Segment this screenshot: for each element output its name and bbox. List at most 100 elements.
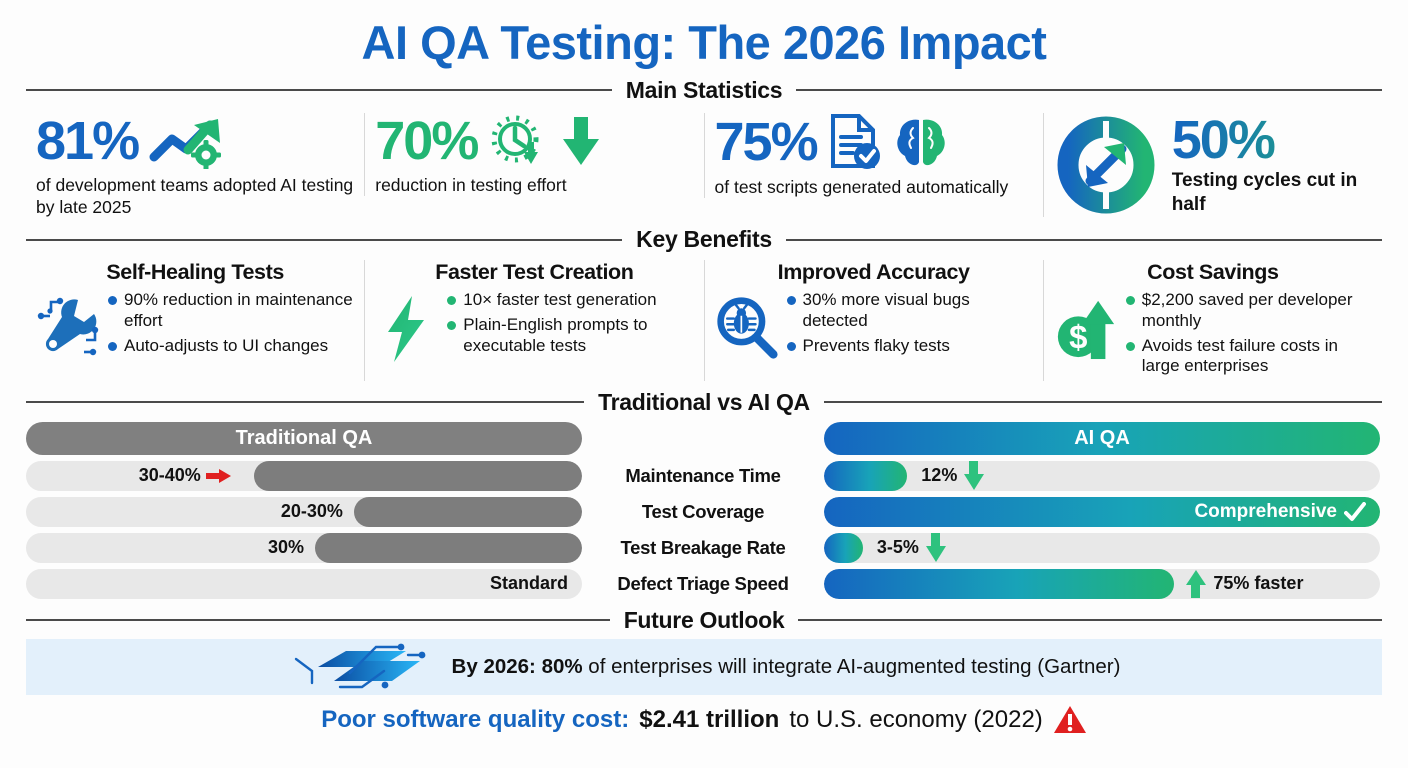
comparison-left-cell: 30% [26, 532, 582, 563]
comparison-left-cell: 20-30% [26, 496, 582, 527]
divider-line-left [26, 238, 623, 241]
benefit-item-text: 30% more visual bugs detected [802, 290, 970, 331]
comparison-left-cell: Standard [26, 568, 582, 599]
benefit-list: 10× faster test generation Plain-English… [447, 290, 693, 360]
section-header-main-statistics: Main Statistics [26, 76, 1383, 104]
traditional-bar-label: Standard [489, 573, 568, 594]
bug-magnifier-icon [715, 290, 779, 362]
up-arrow-icon [1081, 301, 1114, 360]
benefit-card-faster-creation: Faster Test Creation 10× faster test gen… [364, 260, 703, 381]
green-up-arrow-icon [1186, 569, 1207, 598]
stat-description: of test scripts generated automatically [714, 176, 1009, 197]
section-header-future-outlook: Future Outlook [26, 607, 1382, 634]
bullet-dot-icon [786, 341, 796, 351]
list-item: Plain-English prompts to executable test… [447, 315, 693, 356]
comparison-left-cell: 30-40% [26, 460, 582, 491]
outlook-rest-text: of enterprises will integrate AI-augment… [582, 654, 1121, 678]
list-item: Avoids test failure costs in large enter… [1125, 336, 1372, 377]
traditional-bar-label-group: Standard [490, 569, 568, 599]
traditional-bar-label: 30% [267, 537, 304, 558]
traditional-bar-label-group: 20-30% [281, 497, 343, 527]
chip-circuit-icon [288, 641, 438, 693]
ai-bar-label: 3-5% [876, 537, 919, 558]
benefit-list: $2,200 saved per developer monthly Avoid… [1125, 290, 1372, 380]
main-statistics-row: 81% [26, 112, 1382, 219]
traditional-bar-label-group: 30-40% [139, 461, 232, 491]
stat-card-cycle-time: 50% Testing cycles cut in half [1042, 112, 1382, 218]
divider-line-right [798, 619, 1382, 622]
traditional-qa-header: Traditional QA [26, 421, 582, 455]
stat-top: 50% Testing cycles cut in half [1054, 113, 1372, 218]
benefit-item-text: $2,200 saved per developer monthly [1141, 290, 1353, 331]
stat-description: of development teams adopted AI testing … [36, 174, 354, 218]
benefit-body: 10× faster test generation Plain-English… [375, 290, 693, 364]
list-item: $2,200 saved per developer monthly [1125, 290, 1372, 331]
benefit-title: Self-Healing Tests [106, 260, 284, 285]
clock-icon [487, 113, 549, 169]
green-down-arrow-icon [925, 532, 946, 562]
trending-up-icon [148, 113, 226, 169]
section-title: Traditional vs AI QA [598, 388, 810, 415]
list-item: Auto-adjusts to UI changes [108, 336, 354, 357]
bullet-dot-icon [108, 341, 117, 351]
benefit-list: 90% reduction in maintenance effort Auto… [108, 290, 354, 360]
list-item: 30% more visual bugs detected [786, 290, 1033, 331]
comparison-right-cell: 12% [824, 460, 1380, 491]
list-item: 90% reduction in maintenance effort [108, 290, 354, 331]
traditional-bar-label-group: 30% [268, 533, 304, 563]
bullet-dot-icon [447, 296, 457, 306]
table-row: Standard Defect Triage Speed 75% faster [26, 568, 1382, 599]
benefit-body: 90% reduction in maintenance effort Auto… [36, 290, 354, 360]
benefit-card-improved-accuracy: Improved Accuracy [703, 260, 1043, 381]
comparison-right-cell: 75% faster [824, 568, 1380, 599]
ai-bar-fill [824, 496, 1380, 527]
cost-tail-text: to U.S. economy (2022) [789, 705, 1043, 733]
cost-lead-text: Poor software quality cost: [321, 705, 630, 733]
traditional-bar-track: 30% [26, 532, 582, 563]
cost-statement: Poor software quality cost: $2.41 trilli… [26, 705, 1382, 735]
bullet-dot-icon [447, 321, 457, 331]
benefit-card-self-healing: Self-Healing Tests [26, 260, 364, 380]
dollar-growth-icon: $ [1054, 290, 1118, 362]
stat-description: reduction in testing effort [375, 174, 567, 195]
table-row: 30-40% Maintenance Time 12% [26, 460, 1382, 491]
ai-bar-label: 75% faster [1213, 573, 1304, 594]
ai-bar-label: 12% [921, 465, 958, 486]
section-header-comparison: Traditional vs AI QA [26, 388, 1383, 416]
document-check-icon [827, 113, 883, 171]
traditional-bar-label: 30-40% [138, 465, 201, 486]
cost-amount: $2.41 trillion [639, 705, 780, 733]
divider-line-right [823, 401, 1383, 404]
green-down-arrow-icon [964, 460, 985, 490]
donut-chart-icon [1054, 113, 1158, 217]
key-benefits-row: Self-Healing Tests [26, 260, 1382, 381]
ai-bar-label-group: 3-5% [876, 532, 947, 563]
stat-top: 70% [375, 113, 693, 169]
future-outlook-banner: By 2026: 80% of enterprises will integra… [26, 638, 1382, 695]
benefit-item-text: Auto-adjusts to UI changes [124, 335, 329, 355]
benefit-item-text: 90% reduction in maintenance effort [124, 290, 353, 331]
ai-bar-track: Comprehensive [824, 496, 1380, 527]
comparison-right-cell: 3-5% [824, 532, 1380, 563]
comparison-table: Traditional QA AI QA 30-40% [26, 421, 1382, 599]
traditional-bar-fill [315, 532, 582, 563]
list-item: Prevents flaky tests [786, 336, 1033, 357]
comparison-metric-label: Test Breakage Rate [620, 536, 786, 558]
divider-line-left [26, 401, 585, 404]
ai-bar-label-group: Comprehensive [1194, 497, 1366, 527]
divider-line-right [785, 238, 1383, 241]
section-title: Main Statistics [625, 76, 783, 103]
ai-bar-fill [824, 532, 863, 563]
stat-value: 50% [1172, 113, 1372, 167]
bullet-dot-icon [108, 296, 117, 306]
benefit-list: 30% more visual bugs detected Prevents f… [786, 290, 1033, 360]
stat-card-script-generation: 75% [703, 112, 1043, 199]
page-title: AI QA Testing: The 2026 Impact [361, 16, 1047, 69]
traditional-bar-label: 20-30% [280, 501, 343, 522]
ai-bar-track: 12% [824, 460, 1380, 491]
comparison-metric-label: Maintenance Time [625, 464, 781, 486]
arrow-down-icon [559, 115, 603, 167]
outlook-statement: By 2026: 80% of enterprises will integra… [452, 655, 1121, 679]
brain-icon [893, 114, 949, 170]
